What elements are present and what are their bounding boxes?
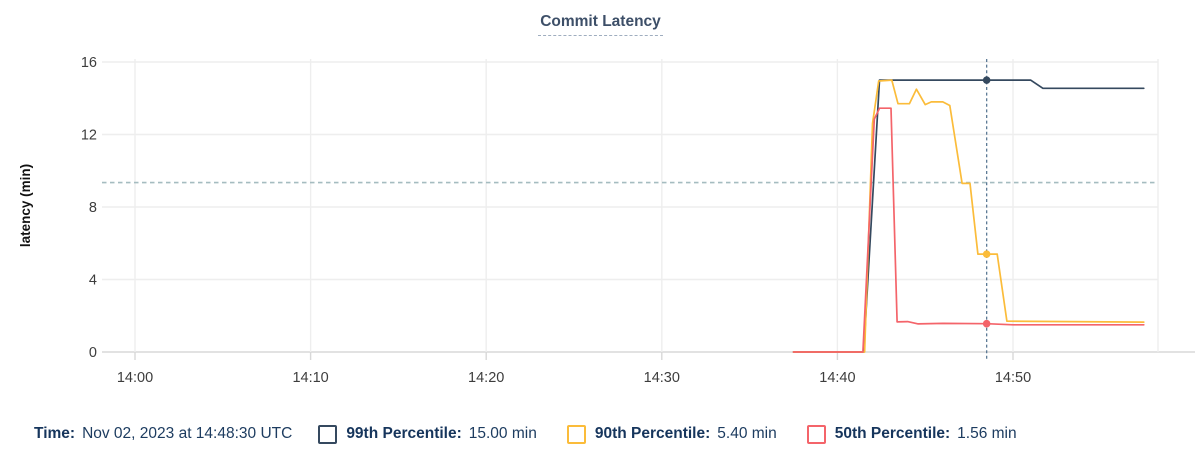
legend-p99-label: 99th Percentile:: [346, 425, 462, 442]
y-tick-label: 8: [89, 200, 97, 216]
50th-percentile-line: [792, 107, 1145, 353]
chart-title[interactable]: Commit Latency: [538, 13, 663, 36]
x-tick-label: 14:20: [468, 370, 504, 386]
x-tick-label: 14:50: [995, 370, 1031, 386]
99th-percentile-line: [792, 79, 1145, 353]
legend-item-p90[interactable]: 90th Percentile: 5.40 min: [566, 424, 777, 444]
legend-time: Time: Nov 02, 2023 at 14:48:30 UTC: [34, 425, 292, 443]
legend-item-p99[interactable]: 99th Percentile: 15.00 min: [318, 424, 537, 444]
y-tick-label: 12: [81, 128, 97, 144]
p90-swatch-icon: [566, 424, 586, 444]
y-tick-label: 16: [81, 55, 97, 71]
p99-swatch-icon: [318, 424, 338, 444]
x-tick-label: 14:00: [117, 370, 153, 386]
latency-line-chart[interactable]: 0 4 8 12 16 14:00 14:10 14:20 14:30 14:40 14:50 lat…: [0, 44, 1201, 409]
chart-header: Commit Latency: [0, 0, 1201, 44]
y-tick-label: 4: [89, 273, 97, 289]
p50-swatch-icon: [806, 424, 826, 444]
50th-percentile-cursor-dot: [982, 319, 991, 328]
x-tick-label: 14:10: [292, 370, 328, 386]
x-tick-label: 14:30: [644, 370, 680, 386]
90th-percentile-line: [792, 79, 1145, 353]
legend-p50-value: 1.56 min: [957, 425, 1017, 442]
legend-p90-value: 5.40 min: [717, 425, 777, 442]
legend-p99-value: 15.00 min: [468, 425, 537, 442]
y-axis-title: latency (min): [18, 164, 33, 247]
legend-row: Time: Nov 02, 2023 at 14:48:30 UTC 99th …: [0, 410, 1201, 458]
legend-time-label: Time:: [34, 425, 76, 442]
x-tick-label: 14:40: [819, 370, 855, 386]
legend-p90-label: 90th Percentile:: [594, 425, 711, 442]
99th-percentile-cursor-dot: [982, 76, 991, 84]
legend-p50-label: 50th Percentile:: [834, 425, 951, 442]
90th-percentile-cursor-dot: [982, 250, 991, 258]
legend-time-value: Nov 02, 2023 at 14:48:30 UTC: [82, 425, 293, 442]
y-tick-label: 0: [89, 345, 97, 361]
legend-item-p50[interactable]: 50th Percentile: 1.56 min: [806, 424, 1017, 444]
